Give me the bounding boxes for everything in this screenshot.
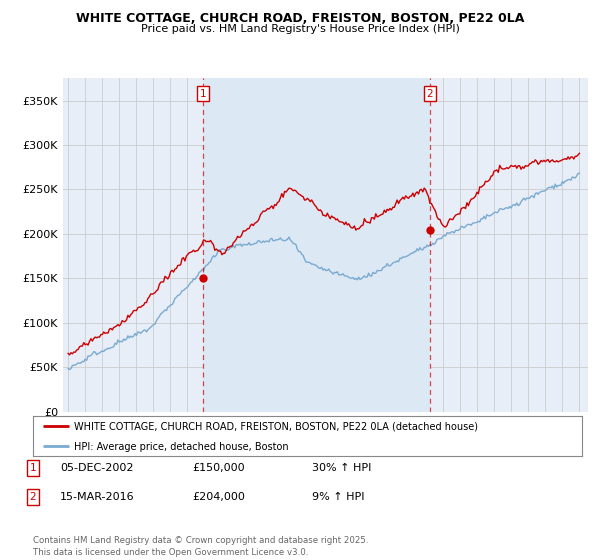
Text: £150,000: £150,000	[192, 463, 245, 473]
Text: 1: 1	[200, 88, 206, 99]
Text: HPI: Average price, detached house, Boston: HPI: Average price, detached house, Bost…	[74, 442, 289, 452]
Text: 9% ↑ HPI: 9% ↑ HPI	[312, 492, 365, 502]
Text: £204,000: £204,000	[192, 492, 245, 502]
Text: Contains HM Land Registry data © Crown copyright and database right 2025.
This d: Contains HM Land Registry data © Crown c…	[33, 536, 368, 557]
Text: Price paid vs. HM Land Registry's House Price Index (HPI): Price paid vs. HM Land Registry's House …	[140, 24, 460, 34]
Text: 05-DEC-2002: 05-DEC-2002	[60, 463, 133, 473]
Text: 30% ↑ HPI: 30% ↑ HPI	[312, 463, 371, 473]
Text: 2: 2	[427, 88, 433, 99]
Text: 1: 1	[29, 463, 37, 473]
Text: 2: 2	[29, 492, 37, 502]
Bar	[203, 78, 430, 412]
Text: WHITE COTTAGE, CHURCH ROAD, FREISTON, BOSTON, PE22 0LA (detached house): WHITE COTTAGE, CHURCH ROAD, FREISTON, BO…	[74, 422, 478, 432]
Text: 15-MAR-2016: 15-MAR-2016	[60, 492, 134, 502]
Text: WHITE COTTAGE, CHURCH ROAD, FREISTON, BOSTON, PE22 0LA: WHITE COTTAGE, CHURCH ROAD, FREISTON, BO…	[76, 12, 524, 25]
